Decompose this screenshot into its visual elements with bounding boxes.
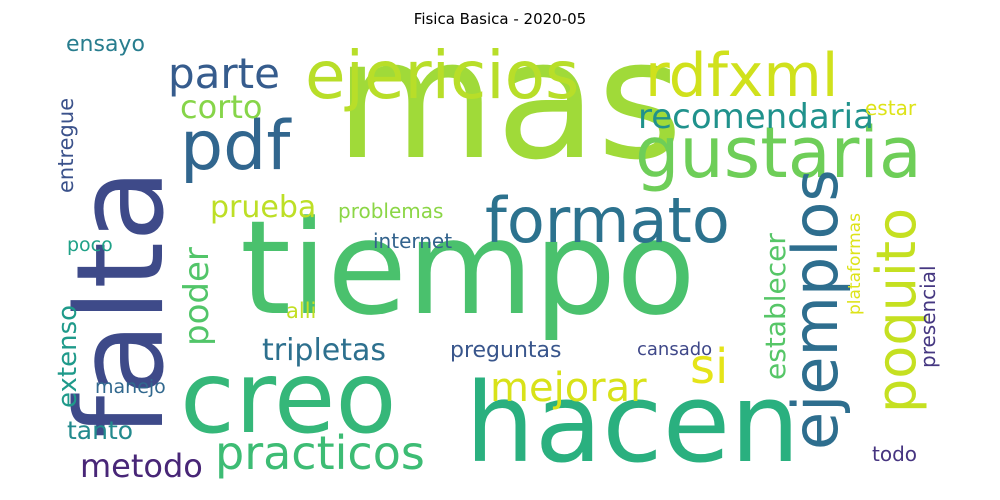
word-cansado: cansado	[637, 339, 713, 360]
word-tripletas: tripletas	[262, 333, 387, 368]
word-presencial: presencial	[916, 265, 940, 368]
word-problemas: problemas	[338, 199, 444, 223]
word-pdf: pdf	[180, 107, 291, 186]
word-ejericios: ejericios	[305, 38, 580, 114]
chart-title: Fisica Basica - 2020-05	[413, 10, 587, 28]
word-si: si	[690, 339, 729, 395]
word-mejorar: mejorar	[490, 365, 647, 411]
word-hacen: hacen	[465, 359, 800, 487]
word-preguntas: preguntas	[450, 338, 562, 363]
word-creo: creo	[180, 339, 397, 456]
word-poder: poder	[177, 247, 217, 346]
word-plataformas: plataformas	[845, 213, 865, 315]
word-manejo: manejo	[95, 376, 166, 398]
word-rdfxml: rdfxml	[645, 41, 839, 111]
word-establecer: establecer	[759, 233, 792, 380]
word-poco: poco	[67, 234, 113, 256]
word-tiempo: tiempo	[240, 192, 696, 344]
word-parte: parte	[168, 49, 280, 98]
word-internet: internet	[373, 229, 453, 253]
word-entregue: entregue	[54, 97, 78, 193]
word-todo: todo	[872, 442, 918, 466]
word-metodo: metodo	[80, 447, 203, 485]
word-corto: corto	[180, 88, 263, 126]
word-recomendaria: recomendaria	[638, 97, 874, 137]
word-estar: estar	[865, 96, 917, 120]
word-formato: formato	[485, 184, 730, 257]
word-tanto: tanto	[67, 416, 134, 445]
word-ejemplos: ejemplos	[779, 169, 852, 450]
word-cloud: mas tiempo falta hacen creo gustaria ejericios…	[50, 38, 950, 488]
word-ensayo: ensayo	[66, 38, 145, 57]
word-extenso: extenso	[53, 304, 83, 408]
word-prueba: prueba	[210, 190, 317, 225]
word-gustaria: gustaria	[635, 112, 922, 194]
word-practicos: practicos	[215, 426, 425, 480]
word-alli: alli	[286, 299, 317, 323]
word-mas: mas	[335, 38, 683, 196]
